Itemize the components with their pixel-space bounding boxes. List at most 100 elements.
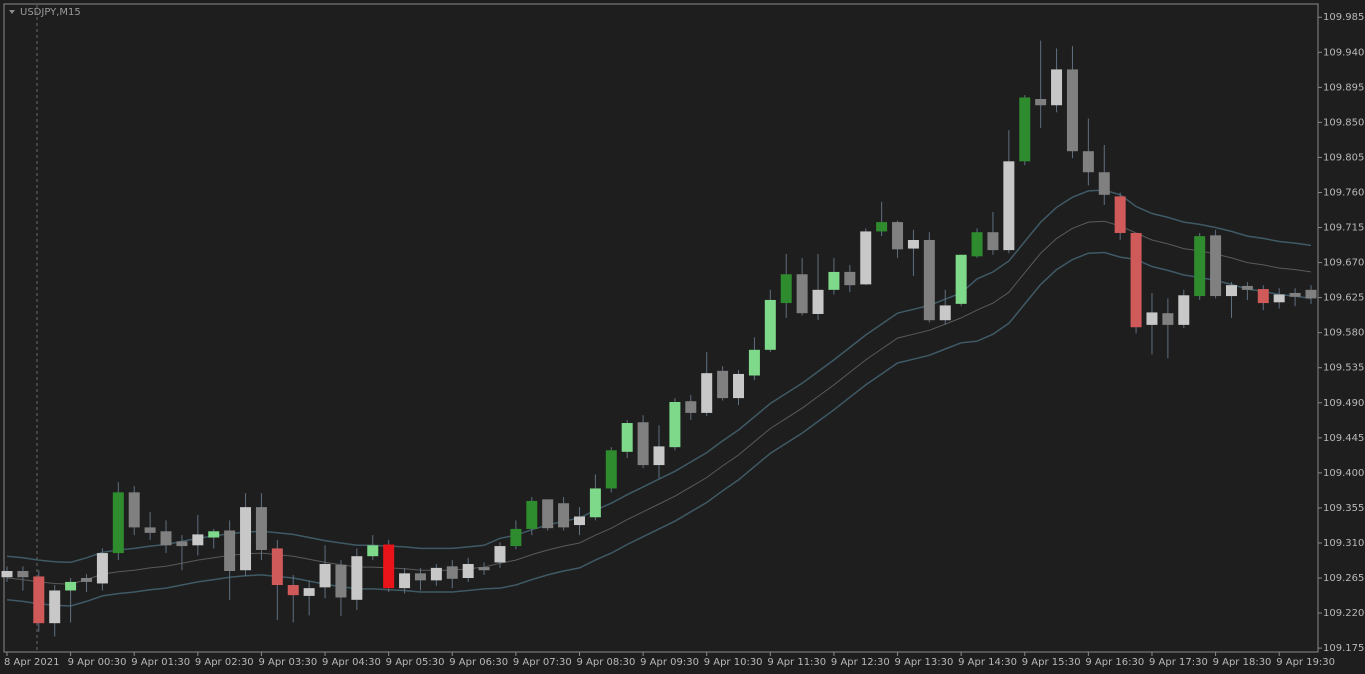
x-tick-label: 9 Apr 11:30 xyxy=(767,657,826,668)
candle-body xyxy=(939,305,951,321)
candle-body xyxy=(335,564,347,598)
candle-body xyxy=(621,423,633,452)
lower-band xyxy=(6,251,1312,607)
candle-body xyxy=(462,563,474,579)
collapse-arrow[interactable] xyxy=(9,10,15,14)
x-tick-label: 9 Apr 17:30 xyxy=(1149,657,1208,668)
x-tick-label: 9 Apr 01:30 xyxy=(131,657,190,668)
x-tick-label: 9 Apr 02:30 xyxy=(195,657,254,668)
candle-body xyxy=(96,553,108,584)
candle-body xyxy=(494,546,506,563)
candle-body xyxy=(1114,196,1126,233)
candle-body xyxy=(1257,289,1269,304)
candle-body xyxy=(414,573,426,581)
y-tick-label: 109.985 xyxy=(1323,12,1364,23)
y-tick-label: 109.715 xyxy=(1323,223,1364,234)
x-tick-label: 9 Apr 08:30 xyxy=(576,657,635,668)
y-tick-label: 109.265 xyxy=(1323,573,1364,584)
candle-body xyxy=(1194,236,1206,297)
candle-body xyxy=(144,527,156,533)
x-tick-label: 9 Apr 13:30 xyxy=(895,657,954,668)
candle-body xyxy=(1305,289,1317,299)
candle-body xyxy=(33,576,45,624)
candle-body xyxy=(1,571,13,578)
candle-body xyxy=(748,349,760,376)
candle-body xyxy=(430,567,442,581)
candle-body xyxy=(176,541,188,547)
candle-body xyxy=(1273,294,1285,303)
candle-body xyxy=(701,373,713,413)
x-tick-label: 9 Apr 12:30 xyxy=(831,657,890,668)
y-tick-label: 109.580 xyxy=(1323,328,1364,339)
y-tick-label: 109.940 xyxy=(1323,47,1364,58)
candle-body xyxy=(1098,172,1110,195)
candle-body xyxy=(526,500,538,529)
candle-body xyxy=(669,401,681,448)
candle-body xyxy=(1225,285,1237,297)
candle-body xyxy=(319,563,331,588)
candle-body xyxy=(287,585,299,596)
candle-body xyxy=(81,578,93,582)
candle-body xyxy=(907,239,919,249)
candle-body xyxy=(1003,161,1015,251)
candle-body xyxy=(1210,235,1222,297)
x-tick-label: 9 Apr 10:30 xyxy=(704,657,763,668)
x-tick-label: 9 Apr 07:30 xyxy=(513,657,572,668)
candle-body xyxy=(876,222,888,232)
chart-title: USDJPY,M15 xyxy=(20,7,81,18)
x-tick-label: 9 Apr 06:30 xyxy=(449,657,508,668)
candle-body xyxy=(49,590,61,624)
candle-body xyxy=(685,401,697,413)
candle-body xyxy=(240,507,252,571)
x-tick-label: 9 Apr 18:30 xyxy=(1213,657,1272,668)
candle-body xyxy=(812,289,824,314)
candle-body xyxy=(1241,285,1253,290)
candle-body xyxy=(446,566,458,579)
plot-frame xyxy=(3,3,1319,653)
candle-body xyxy=(1082,151,1094,173)
x-tick-label: 9 Apr 04:30 xyxy=(322,657,381,668)
candle-body xyxy=(65,581,77,591)
candle-body xyxy=(733,373,745,399)
candle-body xyxy=(796,274,808,314)
x-tick-label: 9 Apr 09:30 xyxy=(640,657,699,668)
y-tick-label: 109.490 xyxy=(1323,398,1364,409)
candle-body xyxy=(160,531,172,546)
candle-body xyxy=(860,231,872,285)
candle-body xyxy=(892,222,904,250)
x-tick-label: 9 Apr 19:30 xyxy=(1276,657,1335,668)
candle-body xyxy=(1035,99,1047,106)
y-tick-label: 109.625 xyxy=(1323,293,1364,304)
x-tick-label: 9 Apr 14:30 xyxy=(958,657,1017,668)
candle-body xyxy=(255,507,267,550)
candle-body xyxy=(478,567,490,571)
candle-body xyxy=(192,534,204,546)
y-tick-label: 109.220 xyxy=(1323,608,1364,619)
candle-body xyxy=(271,548,283,586)
candle-body xyxy=(112,492,124,554)
y-tick-label: 109.445 xyxy=(1323,433,1364,444)
candle-body xyxy=(208,531,220,538)
candle-body xyxy=(573,516,585,526)
x-tick-label: 9 Apr 00:30 xyxy=(68,657,127,668)
candle-body xyxy=(383,544,395,589)
candle-body xyxy=(923,239,935,321)
x-tick-label: 9 Apr 16:30 xyxy=(1085,657,1144,668)
candle-body xyxy=(17,571,29,578)
candle-body xyxy=(589,488,601,518)
candle-body xyxy=(1162,313,1174,325)
candle-body xyxy=(1289,292,1301,297)
candle-body xyxy=(1146,312,1158,325)
y-tick-label: 109.310 xyxy=(1323,538,1364,549)
candle-body xyxy=(224,530,236,571)
candle-body xyxy=(653,446,665,466)
candle-body xyxy=(510,528,522,547)
candle-body xyxy=(1019,97,1031,162)
candle-body xyxy=(542,499,554,529)
x-tick-label: 8 Apr 2021 xyxy=(4,657,59,668)
candle-body xyxy=(367,545,379,557)
y-tick-label: 109.670 xyxy=(1323,258,1364,269)
y-tick-label: 109.535 xyxy=(1323,363,1364,374)
